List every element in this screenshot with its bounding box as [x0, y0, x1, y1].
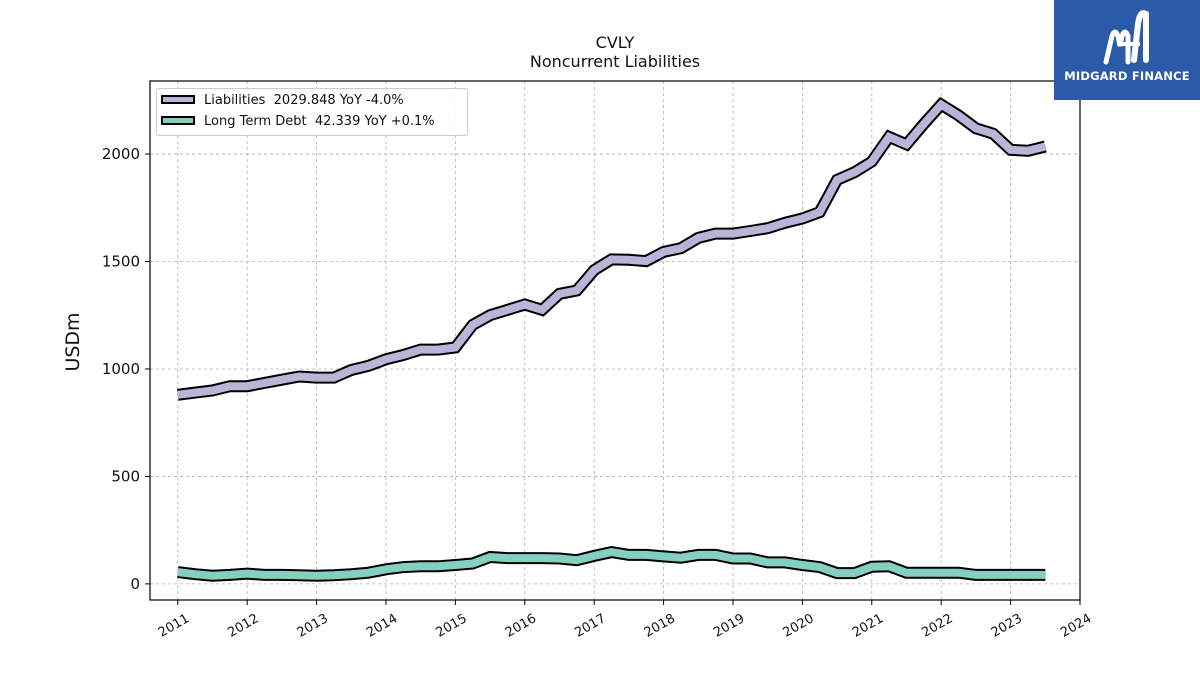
- chart-ticker: CVLY: [595, 33, 635, 52]
- y-axis-label: USDm: [62, 312, 84, 372]
- x-tick-label: 2019: [711, 611, 747, 641]
- y-tick-label: 1000: [102, 360, 140, 378]
- legend-swatch-liabilities: [161, 95, 195, 104]
- chart-legend: Liabilities 2029.848 YoY -4.0% Long Term…: [156, 88, 468, 136]
- y-tick-label: 500: [111, 467, 140, 485]
- x-tick-label: 2017: [572, 611, 608, 641]
- x-tick-label: 2016: [503, 611, 539, 641]
- x-tick-label: 2012: [225, 611, 261, 641]
- legend-swatch-long-term-debt: [161, 116, 195, 125]
- x-tick-label: 2023: [989, 611, 1025, 641]
- chart-subtitle: Noncurrent Liabilities: [529, 52, 701, 71]
- series-line-liabilities: [177, 99, 1047, 399]
- legend-label-long-term-debt: Long Term Debt 42.339 YoY +0.1%: [204, 114, 435, 129]
- x-tick-label: 2021: [850, 611, 886, 641]
- brand-logo: MIDGARD FINANCE: [1054, 0, 1200, 100]
- x-tick-label: 2015: [434, 611, 470, 641]
- x-tick-label: 2013: [295, 611, 331, 641]
- legend-label-liabilities: Liabilities 2029.848 YoY -4.0%: [204, 93, 404, 108]
- series-line-long-term-debt: [177, 548, 1046, 580]
- y-tick-label: 1500: [102, 253, 140, 271]
- x-tick-label: 2020: [781, 611, 817, 641]
- y-tick-label: 2000: [102, 145, 140, 163]
- x-tick-label: 2018: [642, 611, 678, 641]
- logo-name: MIDGARD FINANCE: [1064, 69, 1190, 83]
- series-line-outline-liabilities: [177, 96, 1047, 401]
- y-tick-label: 0: [130, 575, 140, 593]
- x-tick-label: 2024: [1058, 611, 1094, 641]
- x-tick-label: 2022: [919, 611, 955, 641]
- logo-mark-icon: [1103, 10, 1149, 65]
- x-tick-label: 2011: [156, 611, 192, 641]
- plot-frame: [149, 80, 1081, 601]
- x-tick-label: 2014: [364, 611, 400, 641]
